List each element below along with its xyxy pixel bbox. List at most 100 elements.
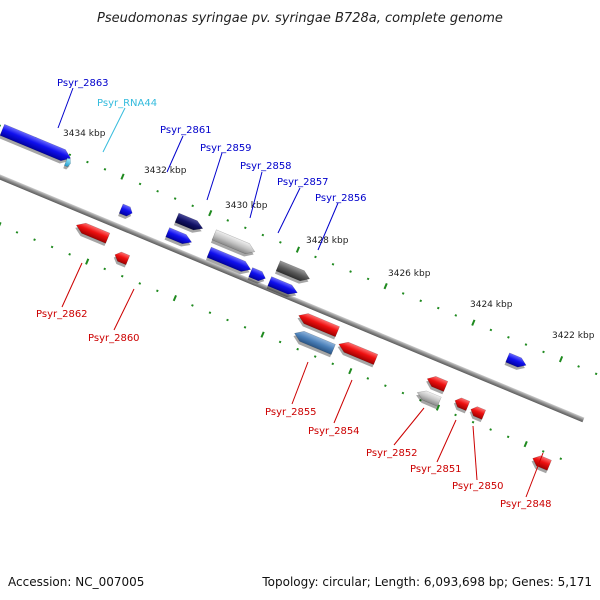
tick-row-forward-tick: [226, 219, 230, 222]
leader-psyr-2851: [436, 419, 457, 463]
kbp-labels: 3434 kbp 3432 kbp 3430 kbp 3428 kbp 3426…: [63, 129, 595, 341]
gene-psyr-2858-lower-body: [206, 246, 252, 272]
leader-psyr-2857: [277, 187, 301, 234]
gene-shapes: [0, 123, 552, 474]
leader-psyr-2862: [61, 262, 83, 308]
gene-psyr-2851[interactable]: [452, 396, 471, 414]
gene-psyr-2848[interactable]: [529, 453, 552, 474]
gene-psyr-2855[interactable]: [295, 310, 340, 340]
gene-label-psyr-2850[interactable]: Psyr_2850: [452, 481, 504, 492]
gene-label-psyr-2862[interactable]: Psyr_2862: [36, 309, 88, 320]
gene-psyr-2858[interactable]: [210, 229, 257, 260]
tick-row-forward-tick: [366, 277, 370, 281]
leader-psyr-2848: [525, 452, 544, 498]
kbp-label-3422: 3422 kbp: [552, 331, 595, 341]
tick-row-forward-tick: [594, 372, 598, 376]
gene-psyr-2863[interactable]: [0, 123, 73, 166]
gene-psyr-2850[interactable]: [468, 405, 487, 423]
gene-label-psyr-2852[interactable]: Psyr_2852: [366, 448, 418, 459]
gene-psyr-2855-lower[interactable]: [291, 328, 336, 358]
gene-psyr-2862[interactable]: [73, 220, 111, 247]
gene-psyr-2847-body: [505, 352, 527, 368]
tick-row-reverse-tick: [103, 267, 107, 271]
tick-row-reverse-tick: [489, 428, 492, 431]
tick-row-reverse-tick: [191, 304, 194, 307]
tick-row-forward-tick: [558, 356, 564, 363]
gene-psyr-2859-body: [165, 227, 193, 245]
gene-psyr-2854[interactable]: [336, 339, 379, 368]
gene-psyr-2853-body: [426, 376, 449, 392]
gene-label-psyr-2856[interactable]: Psyr_2856: [315, 193, 367, 204]
gene-psyr-2858-lower[interactable]: [205, 246, 253, 277]
tick-row-reverse-tick: [419, 399, 422, 402]
tick-row-reverse-tick: [260, 331, 265, 338]
gene-label-psyr-2848[interactable]: Psyr_2848: [500, 499, 552, 510]
gene-psyr-2853[interactable]: [424, 374, 449, 395]
tick-row-forward-tick: [507, 335, 510, 339]
tick-row-reverse-tick: [523, 440, 528, 448]
gene-psyr-2857[interactable]: [274, 260, 312, 287]
tick-row-reverse-tick: [33, 238, 36, 241]
tick-row-reverse-tick: [313, 355, 317, 358]
tick-row-reverse-tick: [559, 457, 563, 461]
tick-row-forward-tick: [295, 246, 301, 253]
gene-psyr-2850-body: [470, 406, 487, 420]
gene-label-psyr-2857[interactable]: Psyr_2857: [277, 177, 329, 188]
tick-row-forward-tick: [68, 153, 72, 157]
tick-row-reverse-tick: [348, 367, 353, 375]
gene-psyr-2857-lower[interactable]: [247, 267, 268, 286]
tick-row-reverse-tick: [15, 231, 19, 234]
tick-row-forward-tick: [454, 314, 458, 317]
gene-label-psyr-2861[interactable]: Psyr_2861: [160, 125, 212, 136]
gene-psyr-2861-body: [118, 203, 133, 217]
gene-label-psyr-2855[interactable]: Psyr_2855: [265, 407, 317, 418]
gene-psyr-2859[interactable]: [164, 227, 194, 250]
gene-psyr-2859-upper[interactable]: [173, 212, 205, 236]
leader-psyr-2850: [472, 425, 478, 481]
tick-row-forward-tick: [436, 306, 440, 310]
gene-psyr-2861[interactable]: [118, 203, 134, 221]
tick-row-forward-tick: [103, 168, 107, 171]
gene-psyr-2860[interactable]: [112, 250, 131, 268]
gene-label-psyr-2851[interactable]: Psyr_2851: [410, 464, 462, 475]
tick-row-reverse-tick: [296, 347, 299, 351]
tick-row-reverse-tick: [435, 404, 441, 411]
tick-row-reverse-tick: [506, 435, 510, 439]
tick-row-reverse-tick: [0, 221, 2, 229]
gene-psyr-2856[interactable]: [266, 276, 300, 301]
tick-row-reverse-tick: [68, 252, 71, 256]
tick-row-forward-tick: [331, 262, 335, 266]
gene-label-psyr-2858[interactable]: Psyr_2858: [240, 161, 292, 172]
tick-row-forward-tick: [86, 160, 89, 164]
gene-psyr-rna44[interactable]: [63, 157, 72, 170]
leader-psyr-2854: [333, 379, 353, 424]
tick-row-reverse-tick: [331, 362, 335, 366]
tick-row-reverse-tick: [541, 450, 545, 453]
tick-row-reverse-tick: [156, 289, 159, 293]
gene-psyr-2863-body: [0, 123, 71, 162]
leader-psyr-2863: [57, 87, 74, 129]
gene-psyr-2852[interactable]: [414, 388, 442, 410]
gene-label-psyr-rna44[interactable]: Psyr_RNA44: [97, 98, 157, 109]
tick-row-reverse-tick: [454, 413, 457, 417]
gene-label-psyr-2854[interactable]: Psyr_2854: [308, 426, 360, 437]
tick-row-forward-tick: [279, 241, 282, 244]
gene-psyr-2859-upper-body: [174, 212, 204, 231]
tick-row-forward-tick: [261, 233, 265, 237]
gene-psyr-2862-body: [75, 222, 111, 244]
tick-row-forward-tick: [419, 299, 423, 303]
gene-label-psyr-2859[interactable]: Psyr_2859: [200, 143, 252, 154]
tick-row-forward-tick: [138, 182, 142, 186]
tick-row-reverse-tick: [172, 294, 177, 302]
leader-psyr-2861: [166, 135, 184, 173]
kbp-label-3426: 3426 kbp: [388, 269, 431, 279]
gene-psyr-2857-body: [275, 260, 311, 282]
tick-row-forward-tick: [208, 210, 213, 217]
leader-psyr-2858: [249, 171, 263, 219]
tick-row-forward-tick: [542, 350, 545, 354]
tick-row-reverse-tick: [471, 420, 475, 424]
gene-label-psyr-2863[interactable]: Psyr_2863: [57, 78, 109, 89]
gene-label-psyr-2860[interactable]: Psyr_2860: [88, 333, 140, 344]
gene-psyr-2847[interactable]: [504, 352, 528, 373]
gene-psyr-rna44-body: [64, 157, 71, 167]
